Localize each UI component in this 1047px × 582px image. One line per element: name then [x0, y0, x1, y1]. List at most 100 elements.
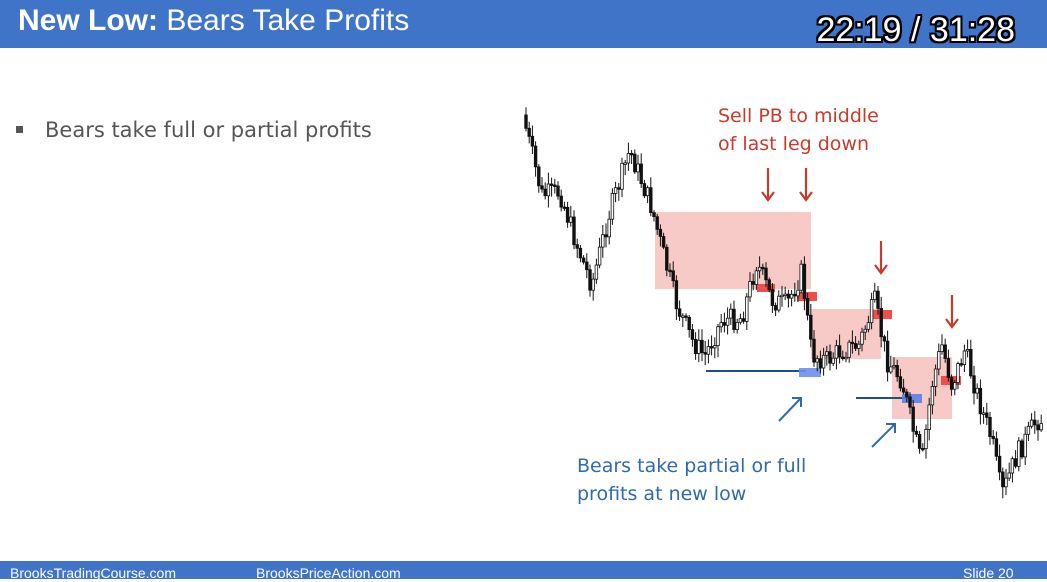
- candle-body: [1026, 425, 1031, 435]
- arrow-down-icon: [945, 295, 959, 329]
- candle-body: [780, 294, 784, 298]
- sell-zone-2: [811, 309, 881, 359]
- candle-body: [783, 293, 787, 297]
- arrow-down-icon: [799, 168, 813, 202]
- candle-body: [1004, 477, 1008, 488]
- take-profit-note-line: Bears take partial or full: [577, 455, 807, 477]
- candle-body: [991, 435, 995, 440]
- candle-body: [569, 216, 573, 223]
- candle-body: [658, 228, 663, 237]
- candle-body: [524, 114, 528, 129]
- candle-body: [959, 363, 963, 366]
- candle-body: [911, 406, 915, 432]
- candle-body: [764, 267, 768, 281]
- candle-body: [549, 183, 554, 186]
- candle-body: [943, 344, 947, 359]
- candle-body: [876, 290, 880, 309]
- candle-body: [972, 375, 976, 394]
- candle-body: [1033, 419, 1037, 426]
- candle-body: [1039, 423, 1043, 431]
- candle-body: [562, 206, 567, 209]
- candle-body: [908, 396, 912, 408]
- candle-body: [895, 364, 899, 378]
- candle-body: [981, 412, 986, 415]
- candle-body: [716, 326, 720, 347]
- candle-body: [604, 234, 608, 238]
- candle-body: [905, 391, 909, 398]
- sell-pullback-note: Sell PB to middle of last leg down: [718, 102, 879, 158]
- candle-body: [722, 322, 727, 326]
- candle-body: [620, 162, 624, 190]
- candle-body: [1017, 440, 1021, 467]
- candle-body: [527, 127, 531, 137]
- candle-body: [850, 341, 855, 345]
- candle-body: [757, 266, 762, 272]
- candle-body: [940, 344, 944, 352]
- candle-body: [645, 187, 650, 197]
- candle-body: [777, 295, 781, 311]
- candle-body: [693, 338, 698, 354]
- candle-body: [588, 269, 592, 291]
- candle-body: [735, 321, 739, 330]
- candle-body: [725, 317, 730, 326]
- candle-body: [537, 166, 541, 187]
- candle-body: [540, 185, 544, 190]
- sell-zone-1: [655, 212, 811, 289]
- candle-body: [978, 387, 983, 415]
- slide-number: Slide 20: [963, 565, 1014, 581]
- red-marker: [797, 292, 817, 301]
- candle-body: [805, 298, 810, 316]
- arrow-down-icon: [874, 241, 888, 275]
- candle-body: [949, 377, 954, 390]
- candle-body: [965, 348, 970, 352]
- candle-body: [745, 296, 749, 322]
- candle-body: [927, 404, 931, 430]
- candle-body: [930, 385, 935, 406]
- candle-body: [802, 263, 807, 299]
- candle-body: [684, 315, 688, 318]
- candle-body: [543, 188, 547, 197]
- candle-body: [572, 216, 576, 246]
- candle-body: [677, 308, 682, 317]
- candle-body: [553, 184, 557, 187]
- candle-body: [607, 218, 611, 238]
- candle-body: [578, 247, 583, 259]
- candle-body: [754, 270, 759, 285]
- slide-title-bold: New Low:: [18, 4, 158, 37]
- candle-body: [690, 329, 695, 340]
- sell-pullback-note-line: of last leg down: [718, 133, 869, 155]
- candle-body: [601, 234, 605, 248]
- candle-body: [533, 145, 538, 168]
- candle-body: [1036, 424, 1040, 431]
- candle-body: [818, 358, 823, 369]
- candle-body: [834, 345, 839, 359]
- candle-body: [831, 357, 835, 364]
- red-marker: [757, 284, 775, 292]
- candle-body: [610, 192, 615, 220]
- candle-body: [773, 305, 778, 311]
- candle-body: [853, 343, 858, 349]
- candle-body: [825, 351, 829, 356]
- candle-body: [985, 412, 989, 418]
- candle-body: [530, 135, 535, 147]
- candle-body: [748, 281, 752, 298]
- candle-body: [898, 376, 903, 389]
- candle-body: [565, 206, 570, 223]
- blue-marker: [902, 394, 922, 403]
- footer-site-left: BrooksTradingCourse.com: [10, 565, 176, 581]
- candle-body: [617, 187, 621, 190]
- candle-body: [969, 348, 973, 377]
- candle-body: [857, 343, 861, 349]
- sell-pullback-note-line: Sell PB to middle: [718, 105, 879, 127]
- candle-body: [671, 270, 675, 282]
- candle-body: [661, 236, 666, 248]
- candle-body: [889, 366, 893, 373]
- candle-body: [997, 455, 1002, 473]
- candle-body: [613, 187, 618, 194]
- candle-body: [866, 322, 871, 330]
- candle-body: [697, 339, 701, 354]
- candle-body: [729, 308, 733, 319]
- candle-body: [1013, 458, 1018, 467]
- candle-body: [741, 318, 746, 322]
